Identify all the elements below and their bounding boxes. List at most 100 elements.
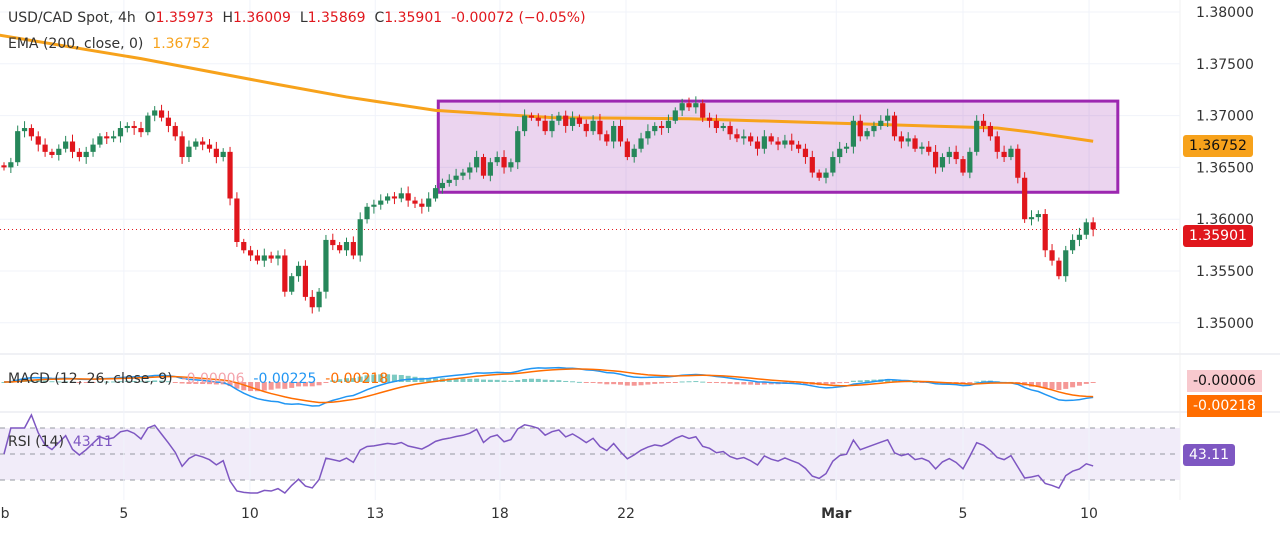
price-tick-label: 1.38000 <box>1196 5 1254 21</box>
candle-body <box>974 120 980 152</box>
macd-histogram-bar <box>604 382 610 385</box>
candle-body <box>631 148 637 158</box>
candle-body <box>946 151 952 158</box>
macd-histogram-bar <box>912 381 918 383</box>
macd-histogram-bar <box>611 382 617 385</box>
macd-histogram-bar <box>885 379 891 382</box>
candle-body <box>289 276 295 292</box>
candle-body <box>919 146 925 149</box>
candle-body <box>850 120 856 147</box>
macd-histogram-bar <box>583 382 589 383</box>
candle-body <box>111 136 117 139</box>
macd-histogram-bar <box>97 381 103 383</box>
macd-histogram-bar <box>501 380 507 382</box>
macd-histogram-bar <box>165 381 171 383</box>
candle-body <box>1090 222 1096 230</box>
candle-body <box>152 110 158 116</box>
macd-histogram-bar <box>638 382 644 386</box>
candle-body <box>145 115 151 133</box>
candle-body <box>330 239 336 246</box>
candle-body <box>1022 177 1028 220</box>
macd-histogram-bar <box>254 382 260 392</box>
macd-histogram-bar <box>152 380 158 382</box>
macd-histogram-bar <box>474 378 480 382</box>
open-value: 1.35973 <box>155 10 214 26</box>
macd-histogram-bar <box>275 382 281 389</box>
macd-histogram-bar <box>398 374 404 382</box>
candle-body <box>439 182 445 189</box>
candle-body <box>302 265 308 297</box>
candle-body <box>446 179 452 183</box>
candle-body <box>597 120 603 135</box>
macd-histogram-bar <box>659 382 665 384</box>
candle-body <box>987 125 993 137</box>
candle-body <box>467 167 473 173</box>
macd-histogram-bar <box>542 379 548 382</box>
macd-histogram-bar <box>645 382 651 385</box>
candle-body <box>1035 214 1041 218</box>
candle-body <box>193 141 199 147</box>
rsi-line <box>3 413 1094 494</box>
candle-body <box>138 128 144 133</box>
macd-histogram-bar <box>56 381 62 383</box>
candle-body <box>213 148 219 158</box>
macd-histogram-bar <box>1042 382 1048 389</box>
macd-value: -0.00225 <box>253 371 317 387</box>
candle-body <box>69 141 76 152</box>
candle-body <box>823 172 829 178</box>
candle-body <box>748 136 754 142</box>
candle-body <box>97 136 103 145</box>
macd-histogram-bar <box>213 382 219 385</box>
candle-body <box>1008 148 1014 158</box>
candle-body <box>611 125 617 142</box>
candle-body <box>131 125 137 129</box>
candle-body <box>912 138 918 149</box>
macd-histogram-bar <box>850 380 856 382</box>
macd-histogram-bar <box>748 382 754 385</box>
time-tick-label: Feb <box>0 506 10 522</box>
macd-histogram-bar <box>535 378 541 382</box>
macd-histogram-bar <box>796 382 802 384</box>
candle-body <box>494 157 500 163</box>
low-value: 1.35869 <box>307 10 366 26</box>
macd-histogram-bar <box>302 382 308 387</box>
candle-body <box>535 117 541 121</box>
candle-body <box>1001 151 1007 158</box>
macd-histogram-bar <box>117 381 123 383</box>
macd-histogram-bar <box>234 382 240 389</box>
macd-histogram-bar <box>720 382 726 384</box>
time-tick-label: 10 <box>1080 506 1098 522</box>
candle-body <box>248 250 254 256</box>
macd-signal-badge: -0.00218 <box>1187 395 1262 417</box>
macd-histogram-bar <box>693 381 699 383</box>
candle-body <box>49 151 55 155</box>
candle-body <box>672 110 678 121</box>
candle-body <box>789 140 795 145</box>
macd-histogram-bar <box>713 382 719 383</box>
candle-body <box>515 131 521 163</box>
candle-body <box>391 196 398 199</box>
macd-label: MACD (12, 26, close, 9) <box>8 371 173 387</box>
candle-body <box>412 200 418 204</box>
macd-histogram-bar <box>563 380 569 382</box>
candle-body <box>741 136 747 139</box>
macd-histogram-bar <box>556 380 562 382</box>
candle-body <box>604 134 610 142</box>
macd-histogram-bar <box>830 382 836 385</box>
ema-legend: EMA (200, close, 0) 1.36752 <box>8 36 210 52</box>
candle-body <box>398 193 404 199</box>
candle-body <box>15 131 21 163</box>
candle-body <box>261 255 267 261</box>
candle-body <box>980 120 987 126</box>
candle-body <box>200 141 206 145</box>
candle-body <box>220 151 226 158</box>
macd-histogram-bar <box>549 380 555 382</box>
candle-body <box>1083 222 1089 235</box>
ema-200-line <box>0 33 1094 143</box>
candle-body <box>933 151 939 168</box>
macd-histogram-bar <box>70 381 75 383</box>
candle-body <box>693 103 699 108</box>
macd-histogram-bar <box>268 382 274 390</box>
candle-body <box>350 241 356 256</box>
